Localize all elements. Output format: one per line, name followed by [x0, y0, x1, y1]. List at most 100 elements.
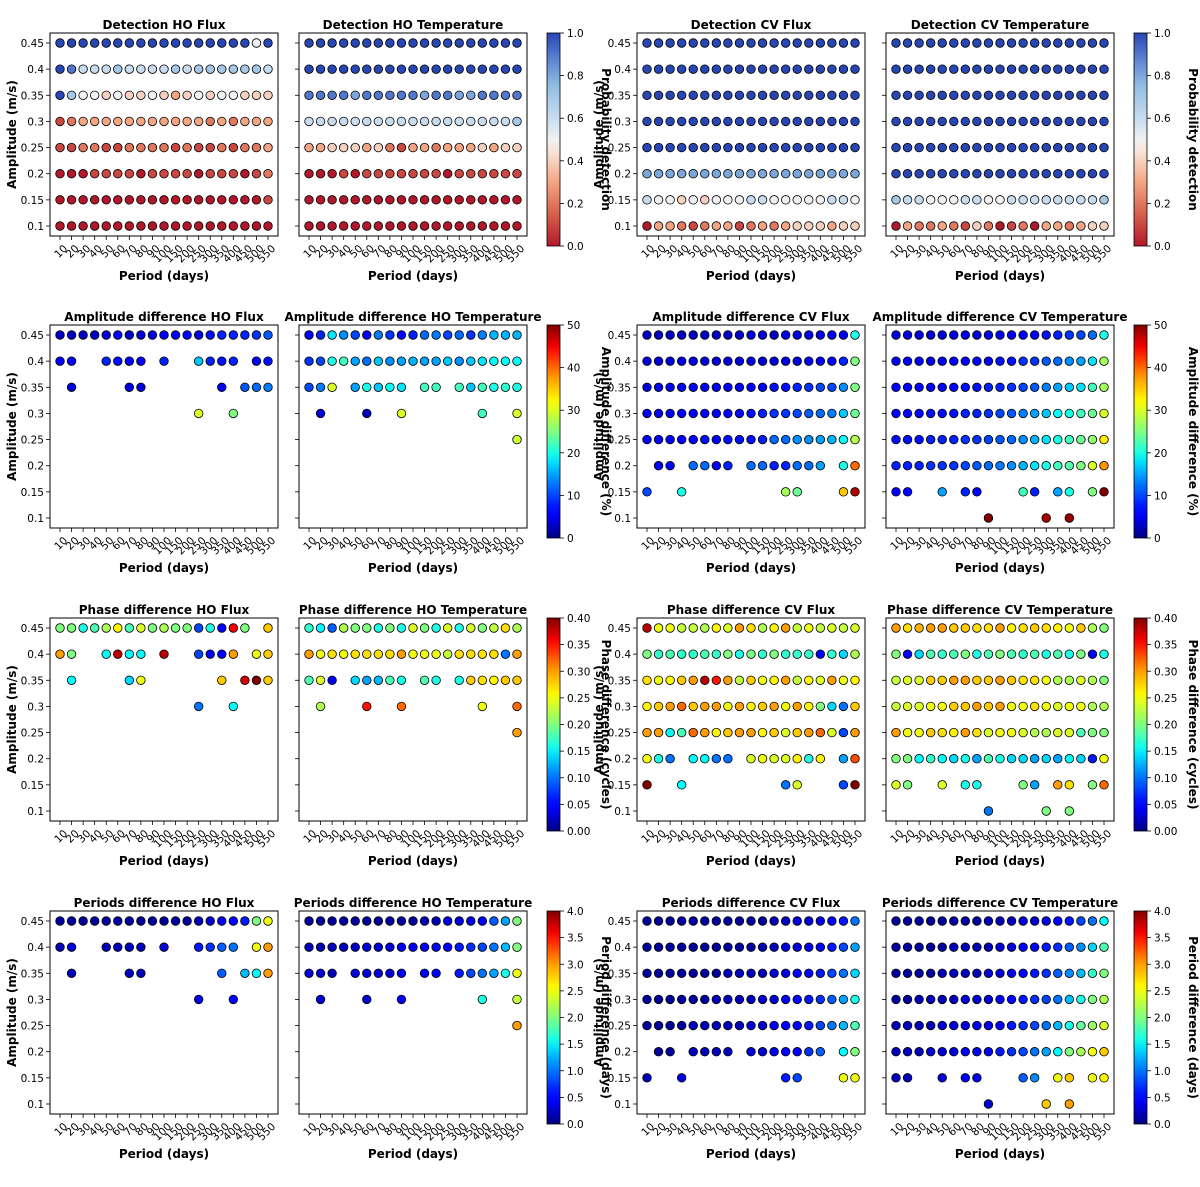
- data-point: [757, 675, 768, 685]
- data-point: [466, 356, 476, 366]
- data-point: [925, 221, 936, 231]
- data-point: [136, 38, 146, 48]
- data-point: [1018, 461, 1028, 471]
- data-point: [937, 1020, 947, 1031]
- data-point: [240, 382, 250, 392]
- data-point: [850, 195, 860, 205]
- data-point: [838, 382, 849, 392]
- data-point: [327, 649, 337, 659]
- data-point: [217, 942, 227, 952]
- data-point: [55, 649, 65, 659]
- data-point: [240, 142, 250, 153]
- data-point: [983, 221, 994, 231]
- data-point: [960, 116, 971, 127]
- data-point: [489, 675, 499, 685]
- y-tick-label: 0.25: [608, 435, 631, 447]
- data-point: [995, 461, 1005, 471]
- y-tick-label: 0.15: [21, 195, 44, 207]
- data-point: [972, 1020, 982, 1031]
- data-point: [780, 90, 791, 100]
- y-tick-label: 0.2: [27, 1047, 44, 1059]
- data-point: [914, 623, 924, 633]
- data-point: [891, 754, 901, 764]
- colorbar-tick-label: 0.8: [567, 71, 584, 83]
- data-point: [746, 968, 756, 978]
- data-point: [914, 38, 924, 48]
- data-point: [1018, 754, 1028, 764]
- data-point: [396, 994, 407, 1005]
- data-point: [101, 942, 111, 952]
- data-point: [850, 942, 860, 952]
- data-point: [263, 330, 273, 340]
- data-point: [960, 675, 971, 685]
- data-point: [182, 38, 192, 48]
- data-point: [734, 675, 745, 685]
- data-point: [1006, 356, 1017, 366]
- data-point: [373, 38, 384, 48]
- data-point: [373, 90, 384, 100]
- data-point: [850, 1047, 860, 1057]
- data-point: [136, 221, 146, 231]
- data-point: [891, 1073, 901, 1083]
- data-point: [676, 38, 687, 48]
- data-point: [972, 487, 982, 497]
- data-point: [1041, 90, 1051, 100]
- data-point: [373, 221, 384, 231]
- y-tick-label: 0.3: [27, 408, 44, 420]
- data-point: [804, 1020, 814, 1031]
- data-point: [757, 356, 768, 366]
- data-point: [746, 994, 756, 1005]
- y-axis-label: Amplitude (m/s): [592, 372, 606, 481]
- data-point: [949, 64, 959, 74]
- data-point: [827, 330, 837, 340]
- data-point: [838, 1020, 849, 1031]
- data-point: [315, 356, 326, 366]
- data-point: [711, 1020, 722, 1031]
- data-point: [66, 195, 77, 205]
- plot-frame: [885, 32, 1115, 237]
- data-point: [665, 916, 675, 926]
- plot-frame: [636, 910, 866, 1115]
- data-point: [315, 169, 326, 179]
- data-point: [1099, 675, 1109, 685]
- data-point: [665, 461, 675, 471]
- data-point: [676, 968, 687, 978]
- data-point: [263, 356, 273, 366]
- panel-title: Amplitude difference CV Flux: [652, 310, 850, 324]
- data-point: [1053, 701, 1063, 712]
- data-point: [746, 38, 756, 48]
- data-point: [792, 1020, 802, 1031]
- data-point: [1006, 1020, 1017, 1031]
- data-point: [665, 64, 675, 74]
- data-point: [983, 675, 994, 685]
- data-point: [304, 382, 314, 392]
- data-point: [972, 968, 982, 978]
- data-point: [780, 38, 791, 48]
- data-point: [1006, 90, 1017, 100]
- data-point: [937, 221, 947, 231]
- data-point: [1087, 675, 1098, 685]
- data-point: [182, 64, 192, 74]
- data-point: [454, 968, 464, 978]
- data-point: [170, 90, 181, 100]
- colorbar-label: Amplitude difference (%): [599, 347, 613, 516]
- data-point: [676, 434, 687, 445]
- colorbar-tick-label: 1.0: [567, 1066, 584, 1078]
- data-point: [338, 330, 349, 340]
- data-point: [792, 38, 802, 48]
- data-point: [136, 942, 146, 952]
- data-point: [688, 461, 698, 471]
- data-point: [193, 916, 204, 926]
- data-point: [746, 434, 756, 445]
- data-point: [385, 649, 395, 659]
- data-point: [263, 649, 273, 659]
- data-point: [653, 356, 664, 366]
- data-point: [170, 330, 181, 340]
- data-point: [500, 330, 511, 340]
- data-point: [700, 330, 710, 340]
- data-point: [304, 330, 314, 340]
- data-point: [1029, 780, 1040, 790]
- colorbar-tick-label: 0.0: [1154, 1119, 1171, 1131]
- data-point: [350, 382, 360, 392]
